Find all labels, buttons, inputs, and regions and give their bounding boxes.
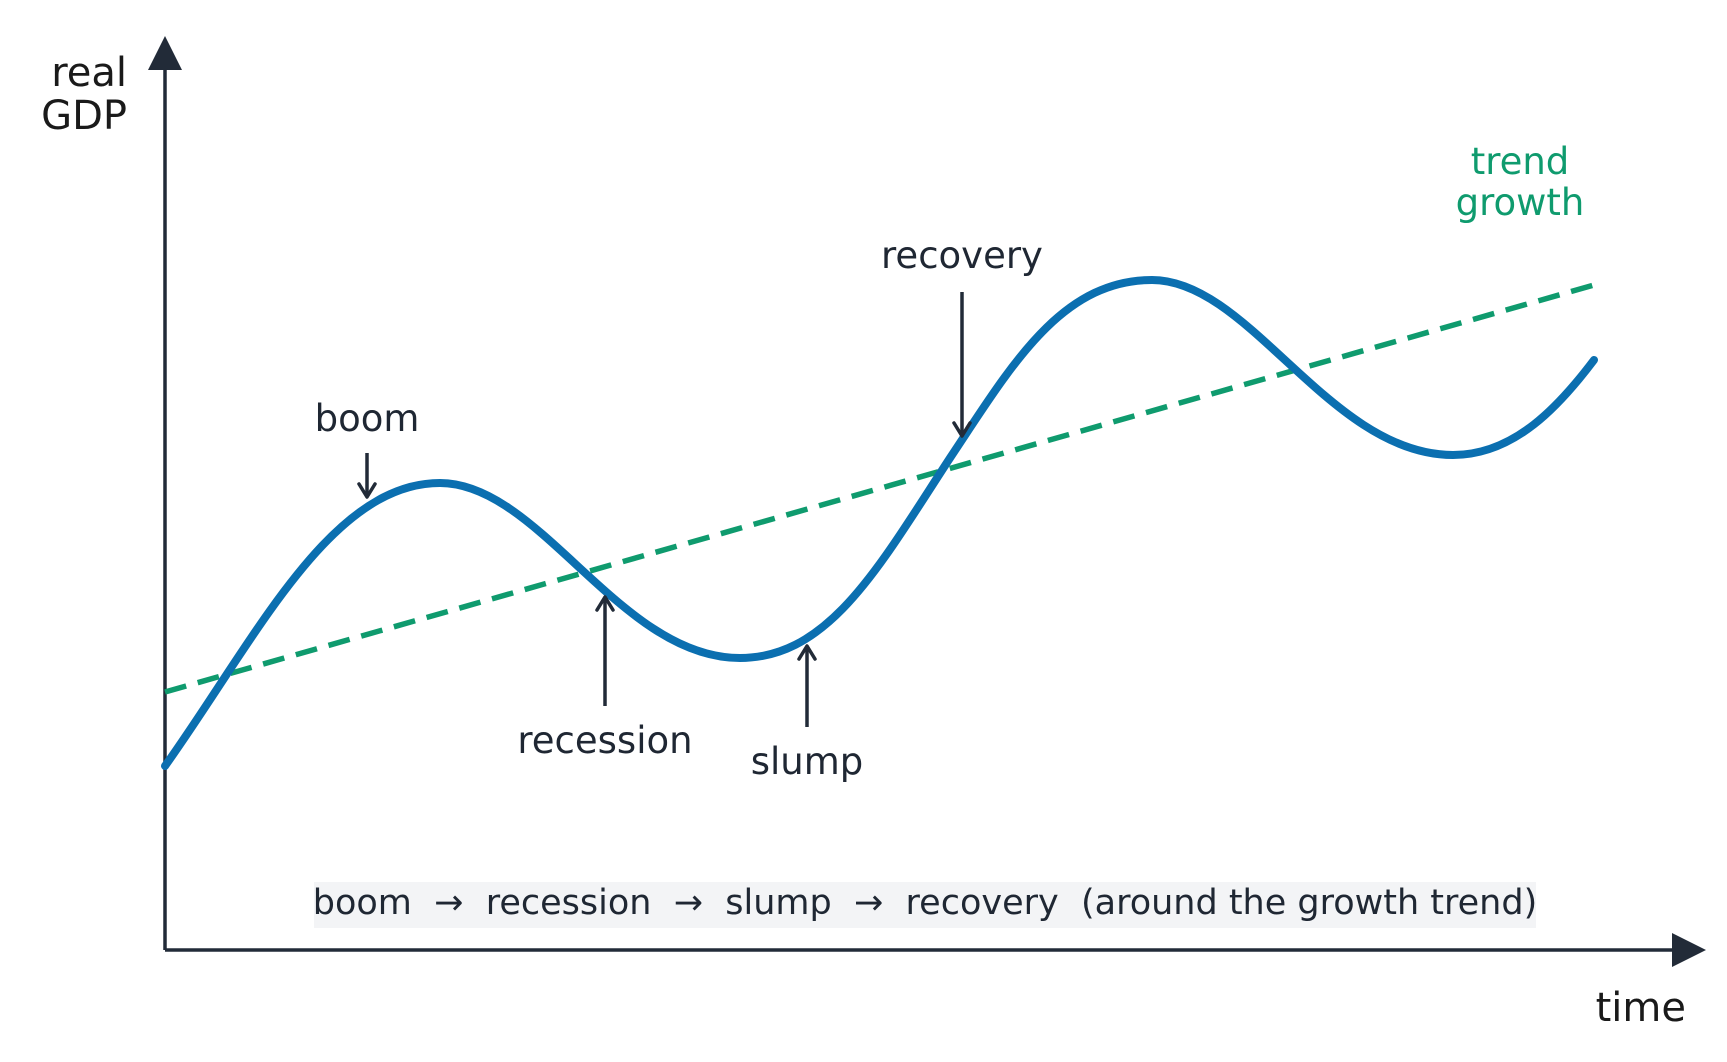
x-axis-label: time [1596, 985, 1686, 1031]
cycle-caption: boom → recession → slump → recovery (aro… [313, 883, 1537, 923]
recession-label: recession [517, 719, 692, 762]
slump-arrowhead [797, 644, 817, 661]
y-axis-label-line1: real [51, 50, 127, 96]
y-axis-label-line2: GDP [41, 93, 127, 139]
recovery-arrowhead [952, 421, 972, 438]
trend-growth-label-line1: trend [1471, 140, 1570, 183]
recession-arrowhead [595, 595, 615, 612]
slump-label: slump [751, 740, 864, 783]
business-cycle-curve [161, 276, 1598, 770]
x-axis-arrowhead [1672, 933, 1706, 967]
caption-background [314, 882, 1536, 928]
y-axis-arrowhead [148, 36, 182, 70]
boom-arrowhead [357, 482, 377, 499]
trend-growth-label-line2: growth [1456, 181, 1585, 224]
trend-growth-line [164, 282, 1595, 695]
recovery-label: recovery [881, 234, 1043, 277]
boom-label: boom [315, 397, 420, 440]
